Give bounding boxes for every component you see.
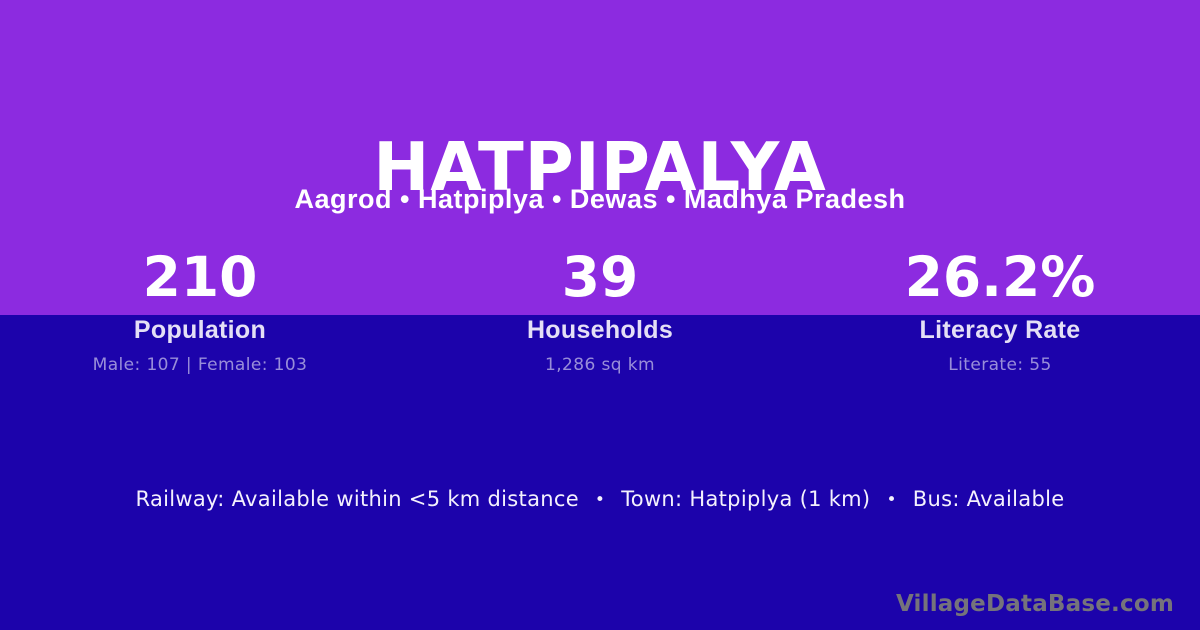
literacy-value: 26.2%: [904, 245, 1096, 309]
households-value: 39: [561, 245, 639, 309]
population-value: 210: [142, 245, 258, 309]
amenities-row: Railway: Available within <5 km distance…: [0, 485, 1200, 514]
town-info: Town: Hatpiplya (1 km): [621, 487, 871, 511]
stats-row: 210 Population Male: 107 | Female: 103 3…: [0, 248, 1200, 375]
households-label: Households: [526, 316, 674, 344]
site-watermark: VillageDataBase.com: [895, 591, 1174, 617]
stat-literacy: 26.2% Literacy Rate Literate: 55: [800, 248, 1200, 375]
literacy-detail: Literate: 55: [948, 355, 1052, 375]
stat-population: 210 Population Male: 107 | Female: 103: [0, 248, 400, 375]
page-title: HATPIPALYA: [373, 127, 827, 206]
railway-info: Railway: Available within <5 km distance: [135, 487, 579, 511]
literacy-label: Literacy Rate: [919, 316, 1081, 344]
bullet-separator: •: [886, 490, 897, 510]
bus-info: Bus: Available: [912, 487, 1065, 511]
stat-households: 39 Households 1,286 sq km: [400, 248, 800, 375]
population-label: Population: [133, 316, 267, 344]
breadcrumb: Aagrod • Hatpiplya • Dewas • Madhya Prad…: [294, 184, 906, 214]
bullet-separator: •: [594, 490, 606, 510]
population-detail: Male: 107 | Female: 103: [92, 355, 308, 375]
households-detail: 1,286 sq km: [545, 355, 655, 375]
